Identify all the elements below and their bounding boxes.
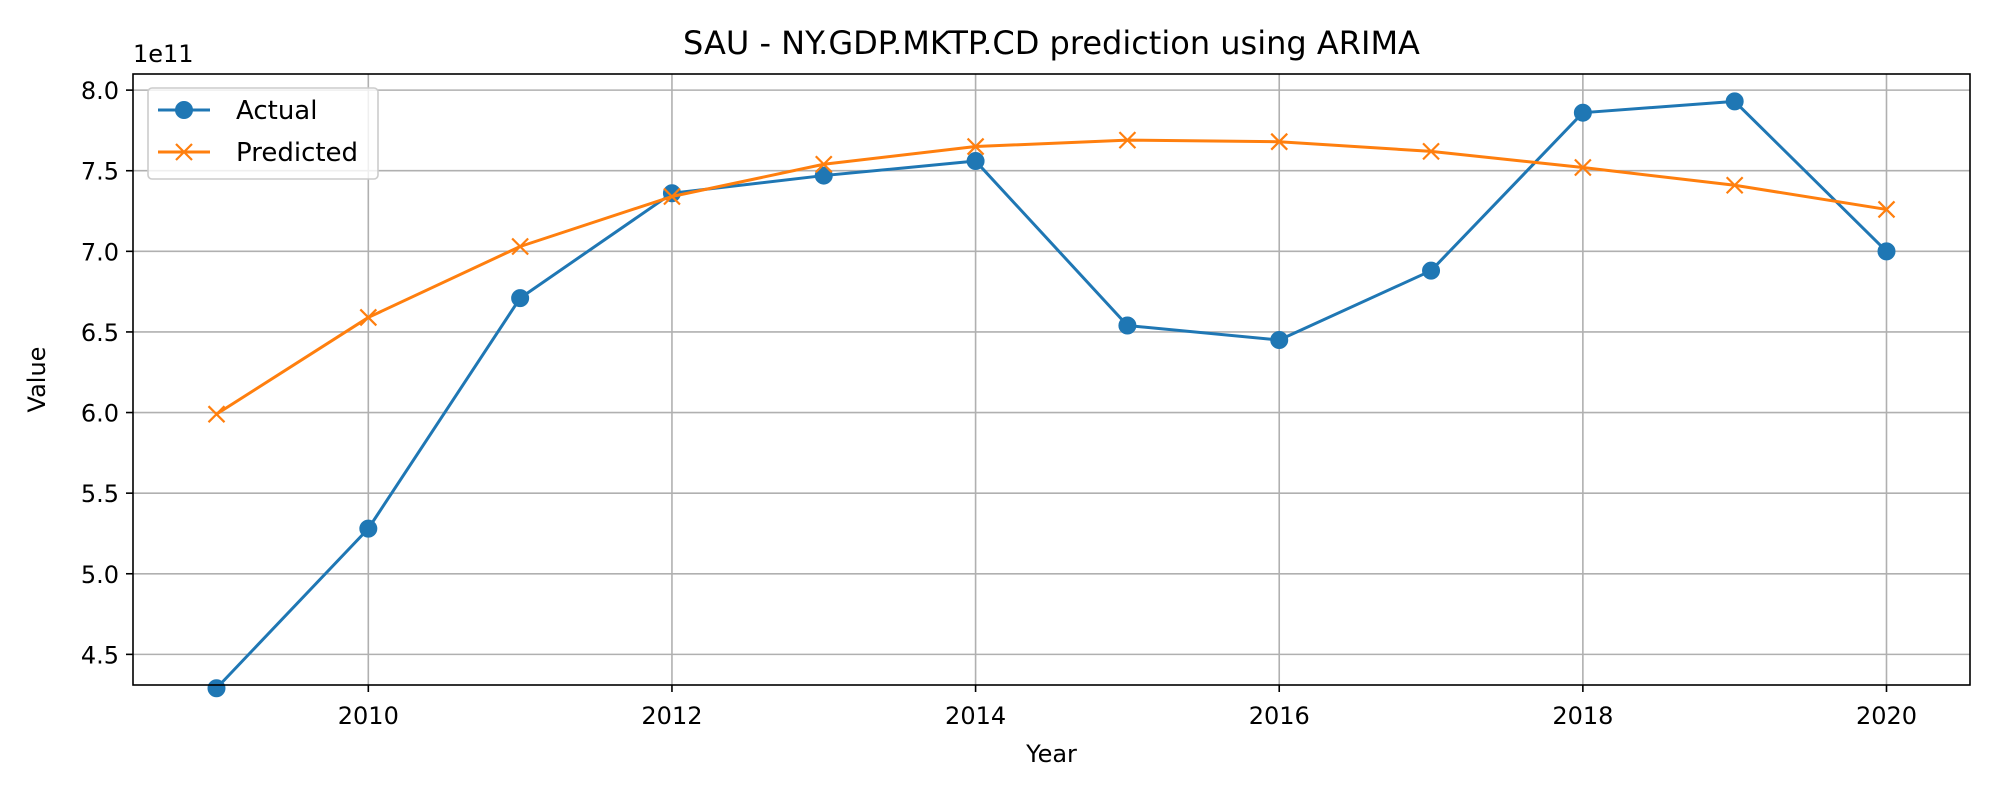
y-tick-label: 6.0 <box>81 400 119 428</box>
data-point-predicted <box>1270 132 1289 151</box>
legend: Actual Predicted <box>147 87 379 180</box>
data-point-predicted <box>1574 158 1592 177</box>
legend-item-actual: Actual <box>158 96 317 126</box>
data-point-actual <box>1877 242 1896 261</box>
series-line-actual <box>215 99 1888 690</box>
y-tick-label: 6.5 <box>81 319 119 347</box>
y-tick-label: 7.5 <box>81 158 119 186</box>
data-point-predicted <box>1725 176 1744 195</box>
data-point-predicted <box>814 155 833 174</box>
data-point-predicted <box>1422 142 1440 161</box>
series-layer <box>207 92 1896 698</box>
legend-item-predicted: Predicted <box>158 138 358 168</box>
y-offset-text: 1e11 <box>133 40 194 68</box>
data-point-actual <box>359 519 378 538</box>
legend-marker-predicted <box>175 143 193 161</box>
data-point-predicted <box>663 187 681 206</box>
x-tick-label: 2020 <box>1856 702 1917 730</box>
plot-frame <box>132 73 1971 686</box>
x-tick-label: 2018 <box>1552 702 1613 730</box>
y-axis-label: Value <box>23 347 51 413</box>
y-tick-label: 7.0 <box>81 238 119 266</box>
grid <box>133 74 1970 685</box>
x-tick-label: 2014 <box>945 702 1006 730</box>
legend-marker-actual <box>175 101 193 119</box>
y-tick-label: 5.5 <box>81 480 119 508</box>
data-point-actual <box>1270 331 1289 350</box>
y-tick-label: 4.5 <box>81 641 119 669</box>
series-predicted <box>207 131 1896 423</box>
data-point-predicted <box>359 308 378 327</box>
data-point-actual <box>207 679 226 698</box>
x-tick-label: 2016 <box>1249 702 1310 730</box>
data-point-actual <box>1422 261 1441 280</box>
x-ticks: 2010 2012 2014 2016 2018 2020 <box>338 685 1917 730</box>
data-point-predicted <box>511 237 529 256</box>
legend-label-predicted: Predicted <box>236 138 358 168</box>
data-point-actual <box>966 152 985 171</box>
legend-label-actual: Actual <box>236 96 317 126</box>
y-tick-label: 5.0 <box>81 561 119 589</box>
series-actual <box>207 92 1896 698</box>
data-point-predicted <box>966 137 985 156</box>
data-point-actual <box>1725 92 1744 111</box>
chart-title: SAU - NY.GDP.MKTP.CD prediction using AR… <box>683 24 1420 62</box>
x-tick-label: 2010 <box>338 702 399 730</box>
data-point-predicted <box>1877 200 1896 219</box>
data-point-actual <box>1573 103 1592 122</box>
data-point-actual <box>511 289 530 308</box>
y-ticks: 4.5 5.0 5.5 6.0 6.5 7.0 7.5 8.0 <box>81 77 133 669</box>
y-tick-label: 8.0 <box>81 77 119 105</box>
x-tick-label: 2012 <box>641 702 702 730</box>
series-line-predicted <box>215 138 1887 416</box>
x-axis-label: Year <box>1025 740 1077 768</box>
data-point-actual <box>814 166 833 185</box>
data-point-predicted <box>1118 131 1137 149</box>
data-point-actual <box>1118 316 1137 335</box>
data-point-predicted <box>207 405 226 423</box>
